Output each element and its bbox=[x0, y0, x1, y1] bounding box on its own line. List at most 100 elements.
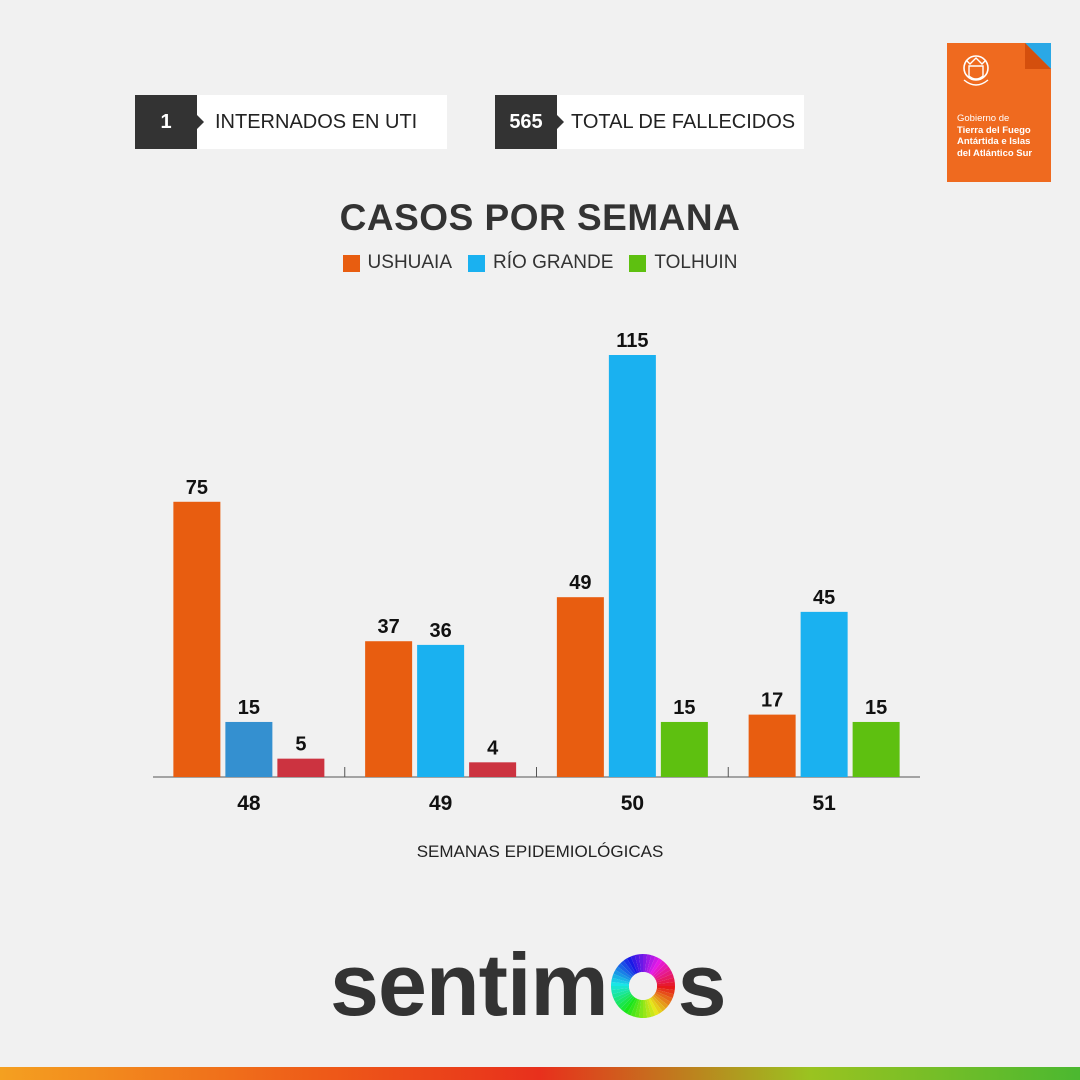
bar-value-label: 15 bbox=[865, 697, 887, 719]
rainbow-o-icon bbox=[610, 954, 675, 1018]
bar-value-label: 17 bbox=[761, 690, 783, 712]
logo-line-2: Tierra del Fuego bbox=[957, 124, 1031, 136]
rainbow-o-segment bbox=[613, 970, 631, 981]
rainbow-o-segment bbox=[611, 973, 630, 983]
rainbow-o-segment bbox=[653, 966, 671, 979]
rainbow-o-segment bbox=[610, 977, 630, 985]
rainbow-o-segment bbox=[642, 954, 647, 973]
bar-value-label: 15 bbox=[238, 697, 260, 719]
rainbow-o-segment bbox=[656, 986, 675, 991]
bar bbox=[852, 721, 900, 777]
brand-wordmark: sentim s bbox=[330, 941, 727, 1029]
bar-value-label: 49 bbox=[569, 572, 591, 594]
rainbow-o-segment bbox=[648, 956, 659, 974]
legend-swatch-tolhuin bbox=[629, 254, 647, 272]
rainbow-o-segment bbox=[654, 970, 673, 981]
x-tick-label: 49 bbox=[429, 792, 452, 815]
x-axis-title: SEMANAS EPIDEMIOLÓGICAS bbox=[416, 842, 664, 861]
chart-title: CASOS POR SEMANA bbox=[339, 197, 741, 238]
rainbow-strip bbox=[0, 1067, 1080, 1080]
x-tick-label: 48 bbox=[237, 792, 261, 815]
logo-corner-shadow bbox=[1025, 43, 1051, 69]
rainbow-o-segment bbox=[652, 994, 669, 1009]
chart-legend: USHUAIA RÍO GRANDE TOLHUIN bbox=[0, 252, 1080, 274]
legend-swatch-rio-grande bbox=[468, 254, 486, 272]
rainbow-o-segment bbox=[620, 995, 635, 1012]
legend-label-tolhuin: TOLHUIN bbox=[654, 252, 738, 273]
bar bbox=[365, 641, 413, 777]
government-logo: Gobierno de Tierra del Fuego Antártida e… bbox=[947, 43, 1051, 182]
legend-item-ushuaia: USHUAIA bbox=[342, 252, 453, 274]
bar bbox=[469, 762, 517, 777]
rainbow-o-segment bbox=[617, 994, 633, 1009]
brand-logo: sentim s bbox=[330, 935, 727, 1035]
bar-chart: 75 15 5 48 37 36 4 49 49 115 15 50 17 45 15 51 bbox=[153, 330, 920, 815]
brand-text-end: s bbox=[677, 935, 727, 1034]
bar bbox=[277, 758, 325, 777]
legend-item-tolhuin: TOLHUIN bbox=[629, 252, 737, 274]
bar bbox=[417, 644, 465, 777]
x-tick-label: 50 bbox=[621, 792, 644, 815]
rainbow-o-segment bbox=[649, 997, 663, 1014]
rainbow-o-segment bbox=[630, 998, 640, 1017]
rainbow-o-segment bbox=[630, 955, 640, 974]
logo-line-4: del Atlántico Sur bbox=[957, 147, 1033, 159]
bar-value-label: 37 bbox=[378, 616, 400, 638]
bar-value-label: 4 bbox=[487, 737, 499, 759]
rainbow-o-segment bbox=[610, 986, 629, 991]
rainbow-o-center bbox=[628, 972, 657, 1000]
rainbow-o-segment bbox=[611, 989, 630, 999]
bar-value-label: 15 bbox=[673, 697, 695, 719]
stat-internados-value: 1 bbox=[135, 95, 204, 149]
rainbow-o-segment bbox=[638, 954, 643, 973]
bar bbox=[556, 597, 604, 777]
rainbow-o-segment bbox=[649, 958, 663, 975]
rainbow-o-segment bbox=[644, 954, 651, 973]
rainbow-o-segment bbox=[646, 955, 655, 974]
legend-label-ushuaia: USHUAIA bbox=[367, 252, 453, 273]
rainbow-o-segment bbox=[651, 995, 666, 1012]
legend-label-rio-grande: RÍO GRANDE bbox=[493, 252, 614, 273]
rainbow-o-segment bbox=[620, 960, 635, 977]
bar-value-label: 36 bbox=[430, 620, 452, 642]
bar bbox=[225, 721, 273, 777]
rainbow-o-segment bbox=[652, 963, 669, 978]
rainbow-o-segment bbox=[626, 956, 638, 974]
rainbow-o-segment bbox=[610, 981, 629, 986]
rainbow-o-segment bbox=[634, 999, 641, 1018]
legend-item-rio-grande: RÍO GRANDE bbox=[468, 252, 613, 274]
rainbow-o-segment bbox=[623, 958, 636, 975]
legend-swatch-ushuaia bbox=[342, 254, 360, 272]
bar-value-label: 5 bbox=[295, 734, 306, 756]
stat-fallecidos: 565 TOTAL DE FALLECIDOS bbox=[495, 95, 804, 149]
stat-internados-label: INTERNADOS EN UTI bbox=[197, 95, 447, 149]
shield-emblem-icon bbox=[963, 55, 989, 86]
bar bbox=[660, 721, 708, 777]
rainbow-o-segment bbox=[655, 989, 674, 999]
rainbow-o-segment bbox=[642, 999, 647, 1018]
rainbow-o-segment bbox=[614, 993, 632, 1006]
rainbow-o-segment bbox=[638, 999, 643, 1018]
rainbow-o-segment bbox=[610, 987, 630, 995]
logo-line-3: Antártida e Islas bbox=[957, 136, 1031, 147]
rainbow-o-segment bbox=[617, 963, 633, 978]
bar bbox=[173, 501, 221, 777]
rainbow-o-segment bbox=[634, 954, 641, 973]
bar bbox=[748, 714, 796, 777]
bar-value-label: 115 bbox=[616, 330, 648, 352]
rainbow-o-segment bbox=[623, 997, 636, 1014]
bar-value-label: 45 bbox=[813, 587, 835, 609]
rainbow-o-segment bbox=[614, 966, 632, 979]
x-tick-label: 51 bbox=[812, 792, 836, 815]
bar-value-label: 75 bbox=[186, 477, 208, 499]
rainbow-o-segment bbox=[626, 998, 638, 1016]
rainbow-o-segment bbox=[653, 993, 671, 1006]
stat-internados: 1 INTERNADOS EN UTI bbox=[135, 95, 447, 149]
rainbow-o-segment bbox=[651, 960, 666, 977]
bar bbox=[608, 355, 656, 777]
rainbow-o-segment bbox=[613, 991, 631, 1002]
rainbow-o-segment bbox=[644, 999, 651, 1018]
rainbow-o-segment bbox=[655, 973, 674, 983]
rainbow-o-segment bbox=[648, 998, 659, 1016]
stat-fallecidos-value: 565 bbox=[495, 95, 564, 149]
